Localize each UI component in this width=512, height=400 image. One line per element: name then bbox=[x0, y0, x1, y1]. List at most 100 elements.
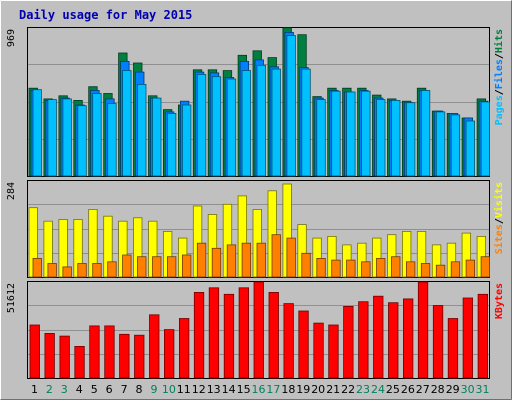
bar-sites-day-6 bbox=[107, 261, 117, 278]
x-label-day-27: 27 bbox=[416, 383, 430, 396]
bar-sites-day-17 bbox=[271, 234, 281, 278]
x-label-day-16: 16 bbox=[252, 383, 266, 396]
x-label-day-18: 18 bbox=[281, 383, 295, 396]
legend-bottom: KBytes bbox=[494, 283, 505, 319]
legend-item-top-1: / bbox=[494, 89, 505, 95]
x-label-day-12: 12 bbox=[192, 383, 206, 396]
bar-pages-day-9 bbox=[152, 97, 162, 177]
bar-sites-day-3 bbox=[62, 266, 72, 278]
bar-pages-day-17 bbox=[271, 68, 281, 177]
bar-sites-day-11 bbox=[181, 254, 192, 278]
bar-kbytes-day-14 bbox=[223, 293, 235, 379]
bar-sites-day-29 bbox=[450, 261, 461, 278]
x-axis-day-labels: 1 2 3 4 5 6 7 8 9 10 11 12 13 14 15 16 17 18 19 20 21 22 23 24 2… bbox=[31, 383, 490, 396]
bar-pages-day-2 bbox=[47, 99, 57, 177]
bar-pages-day-6 bbox=[107, 103, 117, 177]
bar-sites-day-25 bbox=[391, 256, 401, 278]
bar-kbytes-day-29 bbox=[447, 318, 459, 379]
bar-kbytes-day-12 bbox=[193, 291, 205, 379]
legend-item-middle-2: Visits bbox=[493, 182, 505, 218]
legend-item-middle-1: / bbox=[494, 218, 505, 224]
bar-pages-day-14 bbox=[226, 78, 237, 177]
bar-pages-day-23 bbox=[361, 90, 371, 177]
bar-pages-day-22 bbox=[346, 91, 356, 177]
bar-sites-day-26 bbox=[405, 261, 416, 278]
bar-pages-day-29 bbox=[450, 114, 461, 177]
x-label-day-3: 3 bbox=[61, 383, 68, 396]
bar-sites-day-14 bbox=[226, 244, 237, 278]
legend-item-bottom-0: KBytes bbox=[494, 283, 505, 319]
bar-pages-day-25 bbox=[391, 100, 401, 177]
bar-sites-day-7 bbox=[122, 254, 132, 278]
bar-pages-day-26 bbox=[405, 102, 416, 177]
bar-pages-day-16 bbox=[256, 64, 266, 177]
x-label-day-4: 4 bbox=[76, 383, 83, 396]
bar-pages-day-27 bbox=[420, 90, 431, 177]
x-label-day-2: 2 bbox=[46, 383, 53, 396]
x-label-day-31: 31 bbox=[476, 383, 490, 396]
bar-kbytes-day-10 bbox=[163, 329, 175, 379]
bar-sites-day-31 bbox=[480, 256, 491, 278]
axis-max-label-middle: 284 bbox=[6, 182, 17, 200]
bar-pages-day-21 bbox=[331, 90, 341, 177]
bar-kbytes-day-7 bbox=[119, 333, 130, 379]
legend-middle: Sites/Visits bbox=[493, 182, 505, 254]
bar-pages-day-5 bbox=[92, 93, 102, 177]
x-label-day-10: 10 bbox=[162, 383, 176, 396]
bar-pages-day-1 bbox=[32, 89, 42, 177]
x-label-day-19: 19 bbox=[296, 383, 310, 396]
bar-sites-day-5 bbox=[92, 263, 102, 278]
bar-sites-day-20 bbox=[316, 257, 326, 278]
panel-bottom: 51612 KBytes bbox=[6, 281, 505, 379]
x-label-day-24: 24 bbox=[371, 383, 385, 396]
bar-sites-day-22 bbox=[346, 259, 356, 278]
bar-sites-day-4 bbox=[77, 263, 87, 278]
x-label-day-25: 25 bbox=[386, 383, 400, 396]
bar-kbytes-day-1 bbox=[29, 324, 40, 379]
bar-sites-day-23 bbox=[361, 261, 371, 278]
bar-kbytes-day-2 bbox=[44, 332, 55, 379]
x-label-day-28: 28 bbox=[431, 383, 445, 396]
series-sites bbox=[32, 234, 491, 278]
bar-pages-day-18 bbox=[286, 35, 296, 177]
bar-pages-day-24 bbox=[376, 99, 386, 177]
bar-sites-day-15 bbox=[241, 242, 252, 278]
legend-item-top-4: Hits bbox=[493, 29, 505, 53]
bar-sites-day-18 bbox=[286, 237, 296, 278]
legend-item-top-3: / bbox=[494, 53, 505, 59]
bar-kbytes-day-5 bbox=[89, 325, 100, 379]
bar-kbytes-day-11 bbox=[178, 318, 190, 379]
bar-pages-day-30 bbox=[465, 120, 476, 177]
x-label-day-23: 23 bbox=[356, 383, 370, 396]
bar-pages-day-19 bbox=[301, 68, 311, 177]
x-label-day-15: 15 bbox=[237, 383, 251, 396]
bar-sites-day-8 bbox=[137, 256, 147, 278]
bar-sites-day-30 bbox=[465, 259, 476, 278]
bar-sites-day-24 bbox=[376, 257, 386, 278]
bar-sites-day-27 bbox=[420, 263, 431, 278]
x-label-day-1: 1 bbox=[31, 383, 38, 396]
bar-kbytes-day-19 bbox=[298, 310, 309, 379]
chart-title: Daily usage for May 2015 bbox=[19, 8, 192, 22]
bar-kbytes-day-31 bbox=[477, 293, 489, 379]
bar-kbytes-day-27 bbox=[417, 281, 429, 379]
bar-kbytes-day-15 bbox=[238, 287, 250, 379]
x-label-day-8: 8 bbox=[136, 383, 143, 396]
bar-pages-day-7 bbox=[122, 70, 132, 177]
x-label-day-13: 13 bbox=[207, 383, 221, 396]
bar-pages-day-13 bbox=[211, 76, 222, 177]
bar-pages-day-15 bbox=[241, 70, 252, 177]
bar-pages-day-8 bbox=[137, 84, 147, 177]
bar-kbytes-day-4 bbox=[74, 345, 85, 379]
x-label-day-22: 22 bbox=[341, 383, 355, 396]
bar-sites-day-1 bbox=[32, 257, 42, 278]
bar-sites-day-2 bbox=[47, 263, 57, 278]
x-label-day-14: 14 bbox=[222, 383, 236, 396]
x-label-day-20: 20 bbox=[311, 383, 325, 396]
bar-pages-day-20 bbox=[316, 99, 326, 177]
legend-item-top-0: Pages bbox=[494, 95, 505, 125]
bar-sites-day-9 bbox=[152, 256, 162, 278]
